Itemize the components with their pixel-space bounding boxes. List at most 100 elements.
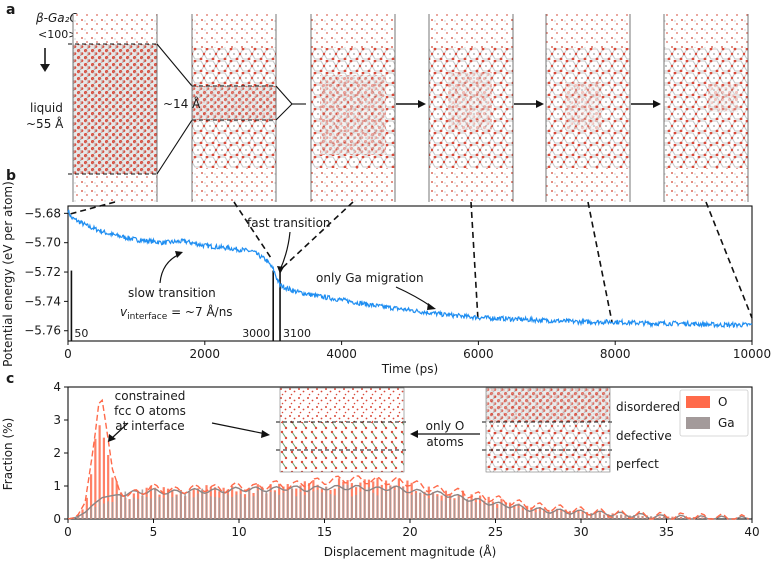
ga-bar xyxy=(171,497,174,519)
ga-bar xyxy=(137,498,139,519)
time-marker-label: 3100 xyxy=(283,327,311,340)
ga-bar xyxy=(239,493,242,519)
ga-bar xyxy=(492,505,494,519)
o-bar xyxy=(697,517,700,519)
ga-bar xyxy=(624,515,627,519)
displacement-y-axis-label: Fraction (%) xyxy=(1,418,15,490)
ga-bar xyxy=(449,499,451,519)
ga-bar xyxy=(81,515,84,519)
o-bar xyxy=(111,477,114,519)
displacement-x-axis-label: Displacement magnitude (Å) xyxy=(324,544,497,559)
ga-bar xyxy=(197,493,199,519)
ga-bar xyxy=(530,511,533,519)
ga-bar xyxy=(111,502,114,519)
ga-bar xyxy=(286,490,289,519)
arrow-icon xyxy=(175,251,183,258)
ga-bar xyxy=(440,500,443,519)
legend-o-swatch xyxy=(686,396,710,408)
ga-bar xyxy=(291,488,293,519)
displacement-y-axis: 0 1 2 3 4 xyxy=(53,380,68,526)
ga-bar xyxy=(671,517,674,519)
ga-bar xyxy=(603,515,605,519)
ga-bar xyxy=(633,515,635,519)
ga-bar xyxy=(402,487,404,519)
ga-bar xyxy=(637,515,640,519)
ga-bar xyxy=(359,491,362,519)
ga-bar xyxy=(150,498,152,519)
panel-a: a β-Ga₂O₃ <100> liquid ~55 Å xyxy=(6,2,749,202)
ga-bar xyxy=(539,510,541,519)
ga-bar xyxy=(167,493,169,519)
ga-bar xyxy=(107,501,109,519)
o-bar xyxy=(107,454,110,519)
ga-bar xyxy=(526,511,528,519)
ga-bar xyxy=(355,495,357,519)
y-tick-label: −5.74 xyxy=(24,294,61,308)
ga-bar xyxy=(86,510,88,519)
snapshot-connectors xyxy=(69,201,753,323)
ga-bar xyxy=(145,496,148,519)
snapshot-3 xyxy=(310,14,396,202)
ga-bar xyxy=(436,496,439,519)
x-tick-label: 0 xyxy=(64,347,72,361)
ga-bar xyxy=(419,492,422,519)
ga-bar xyxy=(410,494,413,519)
ga-bar xyxy=(675,517,678,519)
ga-bar xyxy=(415,493,417,519)
arrow-icon xyxy=(277,266,284,274)
down-arrow-icon xyxy=(40,48,50,72)
o-bar xyxy=(94,438,97,519)
snapshot-6 xyxy=(663,14,749,202)
slow-transition-label: slow transition xyxy=(128,286,216,300)
arrow-right-icon xyxy=(396,100,426,108)
ga-bar xyxy=(445,497,447,519)
ga-bar xyxy=(534,512,537,519)
x-tick-label: 40 xyxy=(744,525,759,539)
displacement-x-axis: 0 5 10 15 20 25 30 35 40 xyxy=(64,519,760,539)
ga-bar xyxy=(98,500,101,519)
energy-series-line xyxy=(67,209,753,329)
ga-bar xyxy=(509,506,511,519)
ga-bar xyxy=(680,517,682,519)
y-tick-label: −5.76 xyxy=(24,324,61,338)
ga-bar xyxy=(103,503,105,519)
snapshot-5 xyxy=(545,14,631,202)
panel-c-label: c xyxy=(6,371,14,387)
ga-bar xyxy=(500,504,503,519)
ga-bar xyxy=(594,513,597,519)
ga-bar xyxy=(218,497,221,519)
defective-label: defective xyxy=(616,429,672,443)
ga-bar xyxy=(564,512,567,519)
ga-bar xyxy=(346,485,349,519)
arrow-left-icon xyxy=(410,430,480,438)
only-o-label-line1: only O xyxy=(426,419,465,433)
disordered-label: disordered xyxy=(616,400,680,414)
energy-y-axis: −5.68 −5.70 −5.72 −5.74 −5.76 xyxy=(24,206,68,338)
o-envelope-line xyxy=(67,398,750,520)
ga-bar xyxy=(483,504,486,519)
ga-bar xyxy=(577,512,580,519)
ga-bar xyxy=(372,492,375,519)
constrained-label-line3: at interface xyxy=(115,419,184,433)
ga-bar xyxy=(257,490,259,519)
only-o-label-line2: atoms xyxy=(426,435,463,449)
ga-bar xyxy=(641,516,644,519)
fast-transition-label: fast transition xyxy=(247,216,331,230)
ga-bar xyxy=(295,496,298,519)
legend-ga-label: Ga xyxy=(718,416,735,430)
ga-bar xyxy=(269,491,272,519)
ga-bar xyxy=(261,487,263,519)
ga-bar xyxy=(406,494,409,519)
y-tick-label: 3 xyxy=(53,413,61,427)
ga-bar xyxy=(312,491,315,519)
ga-bar xyxy=(162,497,165,519)
liquid-label: liquid xyxy=(30,101,63,115)
ga-bar xyxy=(94,507,97,519)
o-bar xyxy=(85,497,88,519)
y-tick-label: 1 xyxy=(53,479,61,493)
ga-bar xyxy=(274,491,276,519)
ga-bar xyxy=(658,517,661,519)
ga-bar xyxy=(333,495,336,519)
interface-velocity-label: vinterface = ~7 Å/ns xyxy=(120,304,233,322)
arrow-right-icon xyxy=(631,100,661,108)
